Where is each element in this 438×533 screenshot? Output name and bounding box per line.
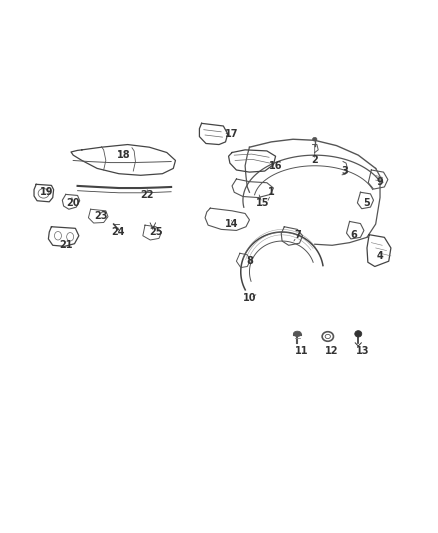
Text: 21: 21 [59,240,73,251]
Ellipse shape [355,330,362,337]
Text: 23: 23 [94,211,107,221]
Text: 15: 15 [256,198,269,208]
Text: 9: 9 [377,176,383,187]
Ellipse shape [293,331,301,336]
Text: 25: 25 [149,227,162,237]
Text: 10: 10 [243,293,256,303]
Text: 8: 8 [246,256,253,266]
Text: 19: 19 [40,187,54,197]
Text: 4: 4 [377,251,383,261]
Text: 16: 16 [269,161,283,171]
Text: 13: 13 [356,346,369,357]
Text: 11: 11 [295,346,308,357]
Text: 7: 7 [294,230,301,240]
Text: 22: 22 [141,190,154,200]
Text: 1: 1 [268,187,275,197]
Text: 14: 14 [225,219,239,229]
Text: 18: 18 [117,150,130,160]
Text: 24: 24 [111,227,125,237]
Text: 3: 3 [342,166,349,176]
Text: 17: 17 [225,129,239,139]
Ellipse shape [313,138,317,141]
Text: 2: 2 [311,156,318,165]
Text: 12: 12 [325,346,339,357]
Text: 6: 6 [350,230,357,240]
Text: 5: 5 [364,198,371,208]
Text: 20: 20 [67,198,80,208]
